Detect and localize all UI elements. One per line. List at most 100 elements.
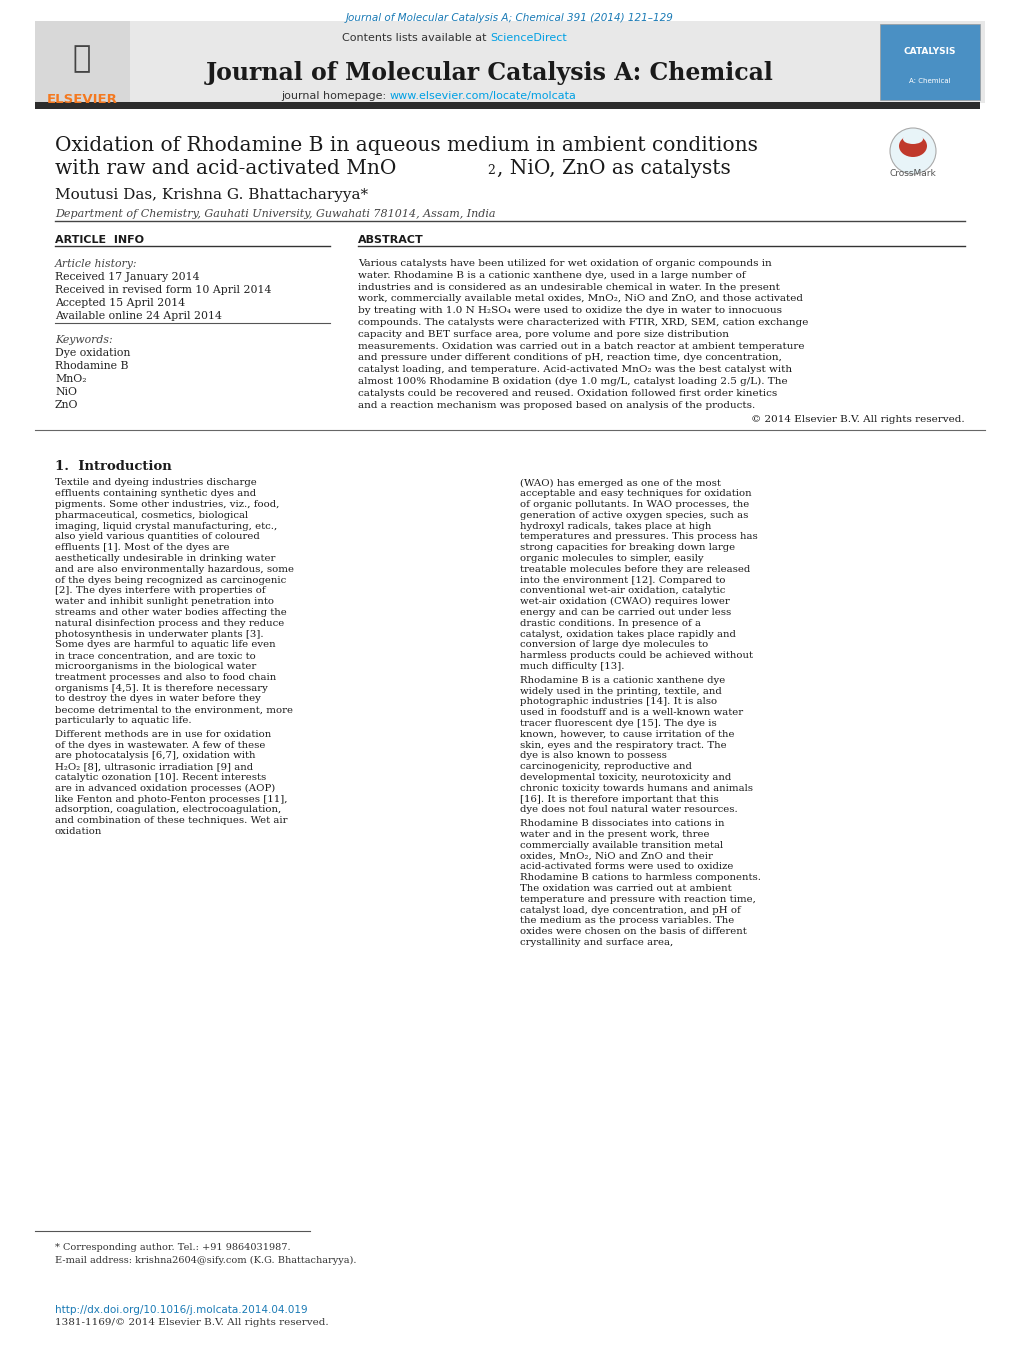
Text: ABSTRACT: ABSTRACT	[358, 235, 423, 245]
Text: Dye oxidation: Dye oxidation	[55, 349, 130, 358]
Text: to destroy the dyes in water before they: to destroy the dyes in water before they	[55, 694, 261, 704]
Text: water. Rhodamine B is a cationic xanthene dye, used in a large number of: water. Rhodamine B is a cationic xanthen…	[358, 270, 745, 280]
Text: energy and can be carried out under less: energy and can be carried out under less	[520, 608, 731, 617]
Text: ScienceDirect: ScienceDirect	[489, 32, 567, 43]
Text: Rhodamine B dissociates into cations in: Rhodamine B dissociates into cations in	[520, 819, 723, 828]
Text: imaging, liquid crystal manufacturing, etc.,: imaging, liquid crystal manufacturing, e…	[55, 521, 277, 531]
Text: Some dyes are harmful to aquatic life even: Some dyes are harmful to aquatic life ev…	[55, 640, 275, 650]
Text: catalyst loading, and temperature. Acid-activated MnO₂ was the best catalyst wit: catalyst loading, and temperature. Acid-…	[358, 365, 792, 374]
Text: Keywords:: Keywords:	[55, 335, 112, 345]
Text: www.elsevier.com/locate/molcata: www.elsevier.com/locate/molcata	[389, 91, 577, 101]
Text: and pressure under different conditions of pH, reaction time, dye concentration,: and pressure under different conditions …	[358, 354, 782, 362]
Text: commercially available transition metal: commercially available transition metal	[520, 840, 722, 850]
Text: measurements. Oxidation was carried out in a batch reactor at ambient temperatur: measurements. Oxidation was carried out …	[358, 342, 804, 351]
Text: dye is also known to possess: dye is also known to possess	[520, 751, 666, 761]
Text: catalytic ozonation [10]. Recent interests: catalytic ozonation [10]. Recent interes…	[55, 773, 266, 782]
Text: 2: 2	[486, 163, 494, 177]
Text: catalyst load, dye concentration, and pH of: catalyst load, dye concentration, and pH…	[520, 905, 740, 915]
Text: (WAO) has emerged as one of the most: (WAO) has emerged as one of the most	[520, 478, 720, 488]
Text: NiO: NiO	[55, 386, 76, 397]
Text: Textile and dyeing industries discharge: Textile and dyeing industries discharge	[55, 478, 257, 488]
Text: microorganisms in the biological water: microorganisms in the biological water	[55, 662, 256, 671]
Text: Accepted 15 April 2014: Accepted 15 April 2014	[55, 299, 184, 308]
Text: into the environment [12]. Compared to: into the environment [12]. Compared to	[520, 576, 725, 585]
Text: water and in the present work, three: water and in the present work, three	[520, 830, 709, 839]
Text: © 2014 Elsevier B.V. All rights reserved.: © 2014 Elsevier B.V. All rights reserved…	[751, 415, 964, 424]
Text: and combination of these techniques. Wet air: and combination of these techniques. Wet…	[55, 816, 287, 825]
Text: are photocatalysis [6,7], oxidation with: are photocatalysis [6,7], oxidation with	[55, 751, 255, 761]
Text: Journal of Molecular Catalysis A; Chemical 391 (2014) 121–129: Journal of Molecular Catalysis A; Chemic…	[345, 14, 674, 23]
Text: Department of Chemistry, Gauhati University, Guwahati 781014, Assam, India: Department of Chemistry, Gauhati Univers…	[55, 209, 495, 219]
Text: photographic industries [14]. It is also: photographic industries [14]. It is also	[520, 697, 716, 707]
Text: adsorption, coagulation, electrocoagulation,: adsorption, coagulation, electrocoagulat…	[55, 805, 281, 815]
Text: are in advanced oxidation processes (AOP): are in advanced oxidation processes (AOP…	[55, 784, 275, 793]
Bar	[35, 22, 984, 103]
Circle shape	[890, 128, 935, 174]
Text: skin, eyes and the respiratory tract. The: skin, eyes and the respiratory tract. Th…	[520, 740, 726, 750]
Text: natural disinfection process and they reduce: natural disinfection process and they re…	[55, 619, 284, 628]
Text: temperature and pressure with reaction time,: temperature and pressure with reaction t…	[520, 894, 755, 904]
Text: ZnO: ZnO	[55, 400, 78, 409]
Text: harmless products could be achieved without: harmless products could be achieved with…	[520, 651, 752, 661]
Text: ❧: ❧	[72, 43, 91, 74]
Text: journal homepage:: journal homepage:	[281, 91, 389, 101]
Text: pigments. Some other industries, viz., food,: pigments. Some other industries, viz., f…	[55, 500, 279, 509]
Text: [16]. It is therefore important that this: [16]. It is therefore important that thi…	[520, 794, 718, 804]
Text: treatment processes and also to food chain: treatment processes and also to food cha…	[55, 673, 276, 682]
Text: MnO₂: MnO₂	[55, 374, 87, 384]
Ellipse shape	[902, 134, 922, 145]
Text: oxidation: oxidation	[55, 827, 102, 836]
Text: used in foodstuff and is a well-known water: used in foodstuff and is a well-known wa…	[520, 708, 743, 717]
Text: wet-air oxidation (CWAO) requires lower: wet-air oxidation (CWAO) requires lower	[520, 597, 729, 607]
Text: compounds. The catalysts were characterized with FTIR, XRD, SEM, cation exchange: compounds. The catalysts were characteri…	[358, 317, 808, 327]
Text: tracer fluorescent dye [15]. The dye is: tracer fluorescent dye [15]. The dye is	[520, 719, 716, 728]
Text: drastic conditions. In presence of a: drastic conditions. In presence of a	[520, 619, 700, 628]
Text: like Fenton and photo-Fenton processes [11],: like Fenton and photo-Fenton processes […	[55, 794, 287, 804]
Text: pharmaceutical, cosmetics, biological: pharmaceutical, cosmetics, biological	[55, 511, 248, 520]
Text: Contents lists available at: Contents lists available at	[341, 32, 489, 43]
Text: Received 17 January 2014: Received 17 January 2014	[55, 272, 200, 282]
Text: streams and other water bodies affecting the: streams and other water bodies affecting…	[55, 608, 286, 617]
Text: Oxidation of Rhodamine B in aqueous medium in ambient conditions: Oxidation of Rhodamine B in aqueous medi…	[55, 136, 757, 155]
Text: of the dyes in wastewater. A few of these: of the dyes in wastewater. A few of thes…	[55, 740, 265, 750]
Text: photosynthesis in underwater plants [3].: photosynthesis in underwater plants [3].	[55, 630, 263, 639]
Text: temperatures and pressures. This process has: temperatures and pressures. This process…	[520, 532, 757, 542]
Text: organic molecules to simpler, easily: organic molecules to simpler, easily	[520, 554, 703, 563]
Text: and a reaction mechanism was proposed based on analysis of the products.: and a reaction mechanism was proposed ba…	[358, 401, 754, 409]
Text: Journal of Molecular Catalysis A: Chemical: Journal of Molecular Catalysis A: Chemic…	[206, 61, 773, 85]
Text: E-mail address: krishna2604@sify.com (K.G. Bhattacharyya).: E-mail address: krishna2604@sify.com (K.…	[55, 1256, 357, 1265]
Text: hydroxyl radicals, takes place at high: hydroxyl radicals, takes place at high	[520, 521, 710, 531]
Bar	[35, 22, 129, 103]
Text: oxides were chosen on the basis of different: oxides were chosen on the basis of diffe…	[520, 927, 746, 936]
Text: * Corresponding author. Tel.: +91 9864031987.: * Corresponding author. Tel.: +91 986403…	[55, 1243, 290, 1252]
Text: known, however, to cause irritation of the: known, however, to cause irritation of t…	[520, 730, 734, 739]
Text: by treating with 1.0 N H₂SO₄ were used to oxidize the dye in water to innocuous: by treating with 1.0 N H₂SO₄ were used t…	[358, 307, 782, 315]
Text: also yield various quantities of coloured: also yield various quantities of coloure…	[55, 532, 260, 542]
Text: particularly to aquatic life.: particularly to aquatic life.	[55, 716, 192, 725]
Text: catalysts could be recovered and reused. Oxidation followed first order kinetics: catalysts could be recovered and reused.…	[358, 389, 776, 397]
Text: conventional wet-air oxidation, catalytic: conventional wet-air oxidation, catalyti…	[520, 586, 725, 596]
Text: Article history:: Article history:	[55, 259, 138, 269]
Text: ELSEVIER: ELSEVIER	[47, 93, 117, 105]
Text: widely used in the printing, textile, and: widely used in the printing, textile, an…	[520, 686, 721, 696]
Text: , NiO, ZnO as catalysts: , NiO, ZnO as catalysts	[496, 159, 730, 178]
Text: the medium as the process variables. The: the medium as the process variables. The	[520, 916, 734, 925]
Text: capacity and BET surface area, pore volume and pore size distribution: capacity and BET surface area, pore volu…	[358, 330, 729, 339]
Text: strong capacities for breaking down large: strong capacities for breaking down larg…	[520, 543, 735, 553]
Text: dye does not foul natural water resources.: dye does not foul natural water resource…	[520, 805, 737, 815]
Text: acceptable and easy techniques for oxidation: acceptable and easy techniques for oxida…	[520, 489, 751, 499]
Text: effluents containing synthetic dyes and: effluents containing synthetic dyes and	[55, 489, 256, 499]
Text: become detrimental to the environment, more: become detrimental to the environment, m…	[55, 705, 292, 715]
Text: Various catalysts have been utilized for wet oxidation of organic compounds in: Various catalysts have been utilized for…	[358, 259, 771, 267]
Text: 1.  Introduction: 1. Introduction	[55, 461, 171, 473]
Text: A: Chemical: A: Chemical	[908, 78, 950, 84]
Text: water and inhibit sunlight penetration into: water and inhibit sunlight penetration i…	[55, 597, 274, 607]
Text: The oxidation was carried out at ambient: The oxidation was carried out at ambient	[520, 884, 731, 893]
Text: Rhodamine B: Rhodamine B	[55, 361, 128, 372]
Text: ARTICLE  INFO: ARTICLE INFO	[55, 235, 144, 245]
Bar	[35, 101, 979, 109]
Text: acid-activated forms were used to oxidize: acid-activated forms were used to oxidiz…	[520, 862, 733, 871]
Text: developmental toxicity, neurotoxicity and: developmental toxicity, neurotoxicity an…	[520, 773, 731, 782]
Text: treatable molecules before they are released: treatable molecules before they are rele…	[520, 565, 750, 574]
Text: CATALYSIS: CATALYSIS	[903, 46, 956, 55]
